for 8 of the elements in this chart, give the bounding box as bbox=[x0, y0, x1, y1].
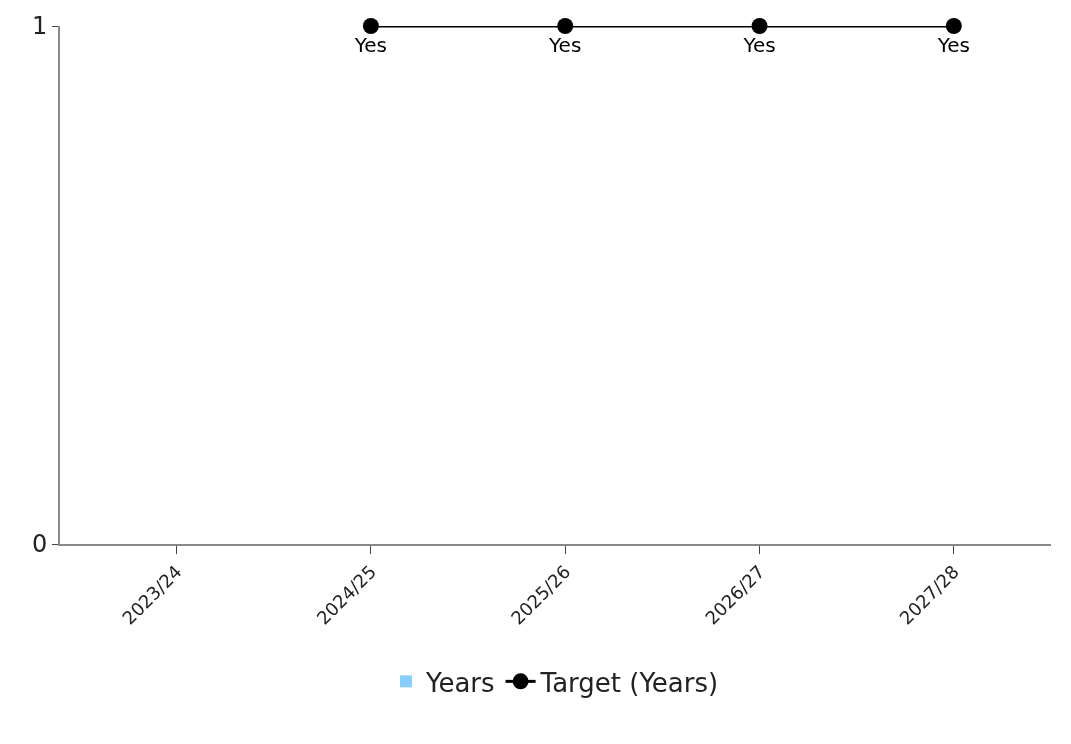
y-tick-label: 1 bbox=[31, 12, 48, 41]
data-label: Yes bbox=[742, 33, 776, 57]
legend-label: Target (Years) bbox=[539, 667, 719, 698]
data-label: Yes bbox=[548, 33, 582, 57]
data-label: Yes bbox=[353, 33, 388, 57]
data-label: Yes bbox=[936, 33, 970, 57]
legend-label: Years bbox=[425, 667, 495, 698]
y-tick-label: 0 bbox=[31, 530, 48, 559]
